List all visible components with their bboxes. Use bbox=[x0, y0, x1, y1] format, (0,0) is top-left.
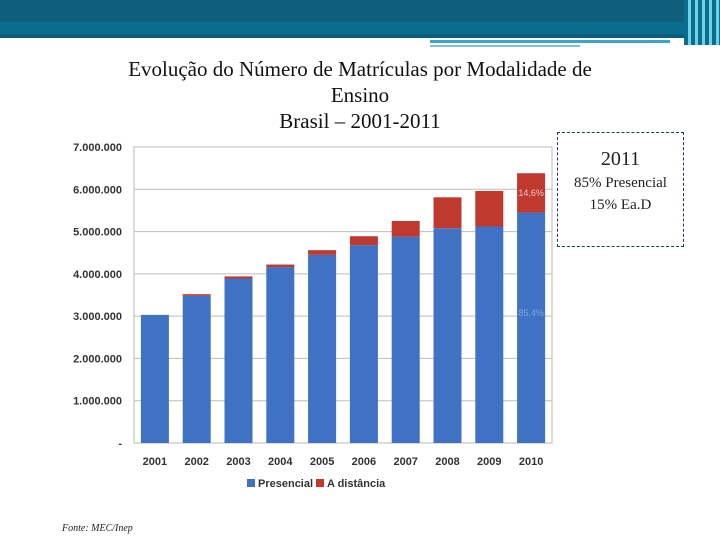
legend-label-distancia: A distância bbox=[327, 478, 386, 490]
y-tick-label: 7.000.000 bbox=[73, 142, 122, 154]
x-tick-label: 2006 bbox=[352, 456, 376, 468]
x-tick-label: 2004 bbox=[268, 456, 293, 468]
header-corner-pattern bbox=[684, 0, 720, 45]
bar-a-distancia bbox=[266, 264, 295, 268]
bar-presencial bbox=[517, 212, 546, 443]
x-tick-label: 2009 bbox=[477, 456, 501, 468]
legend-swatch-presencial bbox=[247, 479, 255, 487]
legend-swatch-distancia bbox=[316, 479, 324, 487]
header-band bbox=[0, 0, 720, 22]
bar-presencial bbox=[266, 267, 295, 443]
slide-title: Evolução do Número de Matrículas por Mod… bbox=[60, 56, 660, 134]
bar-presencial bbox=[475, 226, 504, 443]
y-tick-label: 6.000.000 bbox=[73, 184, 122, 196]
bar-presencial bbox=[224, 278, 253, 443]
header-accent-line bbox=[430, 40, 670, 43]
bar-presencial bbox=[391, 236, 420, 443]
source-note: Fonte: MEC/Inep bbox=[62, 523, 133, 534]
bar-a-distancia bbox=[517, 173, 546, 213]
bar-a-distancia bbox=[182, 294, 211, 296]
summary-box-2011: 2011 85% Presencial 15% Ea.D bbox=[557, 132, 684, 247]
bar-presencial bbox=[349, 245, 378, 443]
y-tick-label: 5.000.000 bbox=[73, 227, 122, 239]
bar-a-distancia bbox=[308, 250, 337, 255]
bar-a-distancia bbox=[433, 197, 462, 229]
title-line-2: Ensino bbox=[330, 83, 390, 107]
bar-presencial bbox=[433, 228, 462, 443]
data-label: 14,6% bbox=[518, 188, 544, 198]
data-label: 85,4% bbox=[518, 308, 544, 318]
x-tick-label: 2005 bbox=[310, 456, 334, 468]
x-tick-label: 2008 bbox=[435, 456, 459, 468]
y-tick-label: 2.000.000 bbox=[73, 353, 122, 365]
header-accent-line-short bbox=[430, 45, 580, 47]
bar-presencial bbox=[182, 295, 211, 443]
summary-year: 2011 bbox=[600, 148, 641, 170]
x-tick-label: 2001 bbox=[143, 456, 167, 468]
bar-a-distancia bbox=[349, 236, 378, 246]
bar-presencial bbox=[308, 254, 337, 443]
y-tick-label: 4.000.000 bbox=[73, 269, 122, 281]
bar-presencial bbox=[140, 314, 169, 443]
x-tick-label: 2010 bbox=[519, 456, 543, 468]
x-tick-label: 2003 bbox=[226, 456, 250, 468]
bar-a-distancia bbox=[391, 221, 420, 237]
legend-label-presencial: Presencial bbox=[258, 478, 313, 490]
bar-a-distancia bbox=[475, 190, 504, 227]
y-tick-label: 1.000.000 bbox=[73, 396, 122, 408]
header-stripe-thin bbox=[0, 34, 690, 38]
header-stripe bbox=[0, 22, 720, 34]
title-line-1: Evolução do Número de Matrículas por Mod… bbox=[128, 57, 592, 81]
x-tick-label: 2002 bbox=[184, 456, 208, 468]
summary-presencial: 85% Presencial bbox=[574, 175, 667, 191]
bar-a-distancia bbox=[224, 276, 253, 279]
summary-ead: 15% Ea.D bbox=[589, 197, 652, 213]
title-line-3: Brasil – 2001-2011 bbox=[279, 109, 441, 133]
y-tick-label: 3.000.000 bbox=[73, 311, 122, 323]
y-tick-label: - bbox=[118, 438, 122, 450]
x-tick-label: 2007 bbox=[393, 456, 417, 468]
